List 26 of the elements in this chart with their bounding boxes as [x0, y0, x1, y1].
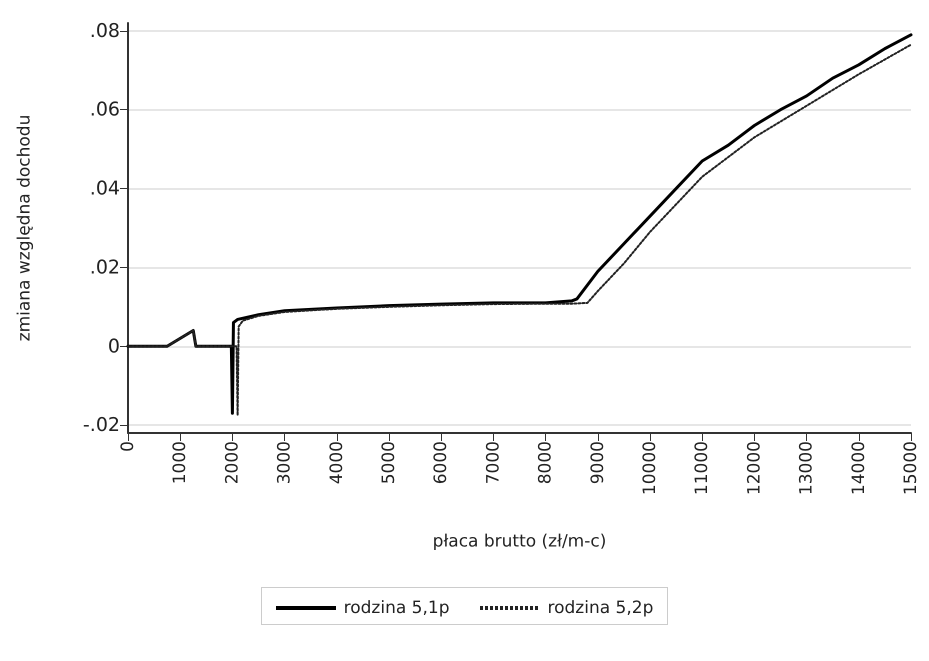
y-tick-label: .02	[90, 256, 120, 278]
y-axis-title: zmiana względna dochodu	[14, 114, 34, 342]
x-tick-label: 10000	[640, 441, 660, 496]
x-tick-label: 15000	[901, 441, 921, 496]
legend-label: rodzina 5,1p	[344, 598, 450, 618]
x-tick-label: 5000	[379, 441, 399, 484]
x-tick-label: 9000	[588, 441, 608, 484]
y-tick-label: .06	[90, 98, 120, 121]
x-tick-label: 1000	[170, 441, 190, 484]
x-tick-label: 12000	[744, 441, 764, 496]
x-tick-label: 11000	[692, 441, 712, 496]
legend-label: rodzina 5,2p	[548, 598, 654, 618]
y-tick-label: .04	[90, 178, 120, 200]
y-tick-label: .08	[90, 20, 120, 42]
x-tick-label: 8000	[536, 441, 556, 484]
x-tick-label: 13000	[796, 441, 817, 496]
x-tick-label: 3000	[274, 441, 295, 484]
x-tick-label: 2000	[222, 441, 242, 484]
x-tick-label: 14000	[848, 441, 869, 496]
y-tick-label: -.02	[82, 414, 120, 436]
x-tick-label: 4000	[326, 441, 347, 484]
x-tick-label: 0	[118, 441, 138, 452]
x-tick-label: 7000	[483, 441, 504, 484]
x-axis-title: płaca brutto (zł/m-c)	[432, 532, 606, 552]
y-tick-label: 0	[108, 335, 120, 358]
x-tick-label: 6000	[431, 441, 452, 484]
